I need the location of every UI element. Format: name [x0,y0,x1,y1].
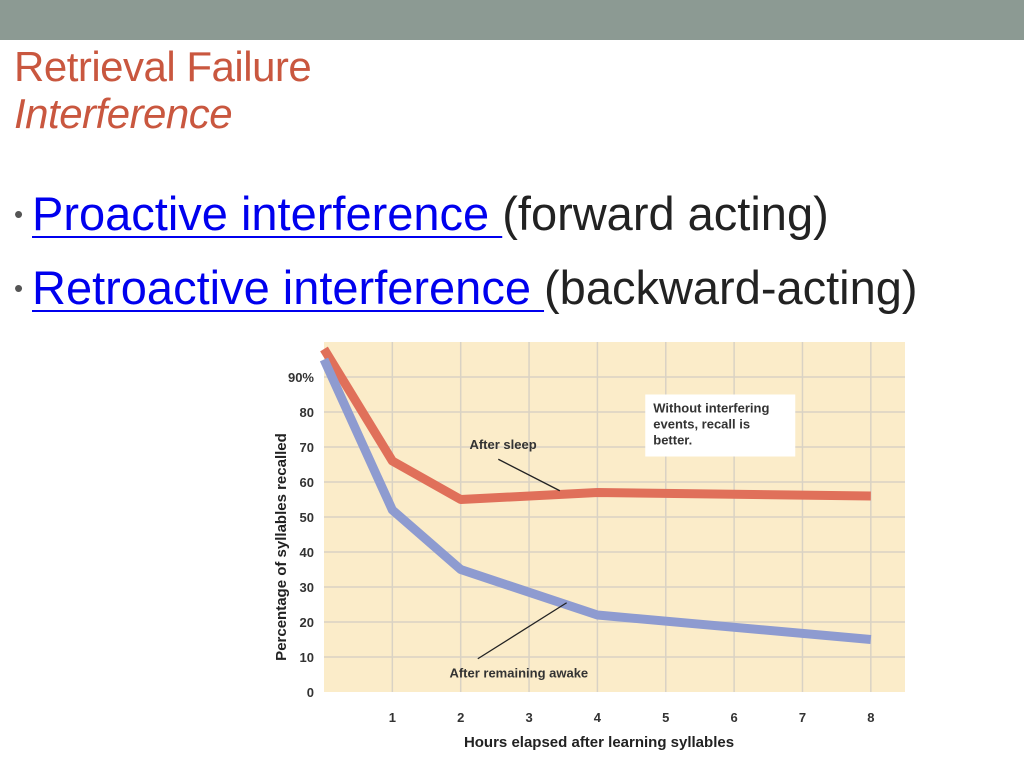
bullet-item-proactive: • Proactive interference (forward acting… [14,182,1014,246]
x-tick-label: 3 [525,710,532,725]
sleep-series-line [320,346,871,504]
bullet-text-retroactive: (backward-acting) [544,261,918,314]
series-lines [319,346,872,644]
bullet-dot-icon: • [14,273,24,303]
recall-chart: Without interfering events, recall is bett… [273,342,905,751]
y-tick-label: 80 [300,405,314,420]
proactive-interference-link[interactable]: Proactive interference [32,187,503,240]
sleep-series-label: After sleep [469,437,536,452]
x-axis-title: Hours elapsed after learning syllables [464,734,734,751]
y-tick-label: 60 [300,475,314,490]
header-band [0,0,1024,40]
awake-series-line [319,357,872,644]
y-axis-title: Percentage of syllables recalled [273,433,290,661]
slide-title: Retrieval Failure [14,43,312,90]
y-tick-label: 30 [300,580,314,595]
y-tick-label: 40 [300,545,314,560]
bullet-text-proactive: (forward acting) [502,187,829,240]
callout-text: Without interfering events, recall is bett… [653,401,769,448]
y-tick-label: 10 [300,650,314,665]
grid [324,342,905,692]
callout-text-line: events, recall is [653,417,750,432]
retroactive-interference-link[interactable]: Retroactive interference [32,261,545,314]
title-block: Retrieval Failure Interference [14,43,312,138]
axes: 0 10 20 30 40 50 60 70 80 90% 1 2 3 4 5 6 7 8 [288,370,874,725]
awake-leader-line [477,602,567,660]
x-tick-label: 5 [662,710,669,725]
sleep-leader-line [498,458,561,492]
y-tick-label: 70 [300,440,314,455]
x-tick-label: 6 [731,710,738,725]
bullet-item-retroactive: • Retroactive interference (backward-act… [14,256,1014,320]
bullet-list: • Proactive interference (forward acting… [14,182,1014,330]
chart-container: Without interfering events, recall is bett… [264,338,910,758]
y-tick-label: 90% [288,370,314,385]
x-tick-label: 1 [389,710,396,725]
y-tick-label: 0 [307,685,314,700]
x-tick-label: 8 [867,710,874,725]
y-tick-label: 20 [300,615,314,630]
x-tick-label: 7 [799,710,806,725]
slide-subtitle: Interference [14,90,233,137]
bullet-dot-icon: • [14,199,24,229]
callout-text-line: Without interfering [653,401,769,416]
y-tick-label: 50 [300,510,314,525]
callout-text-line: better. [653,433,692,448]
x-tick-label: 4 [594,710,602,725]
annotations: Without interfering events, recall is bett… [449,394,796,680]
callout-box [645,394,796,457]
awake-series-label: After remaining awake [449,665,588,680]
x-tick-label: 2 [457,710,464,725]
